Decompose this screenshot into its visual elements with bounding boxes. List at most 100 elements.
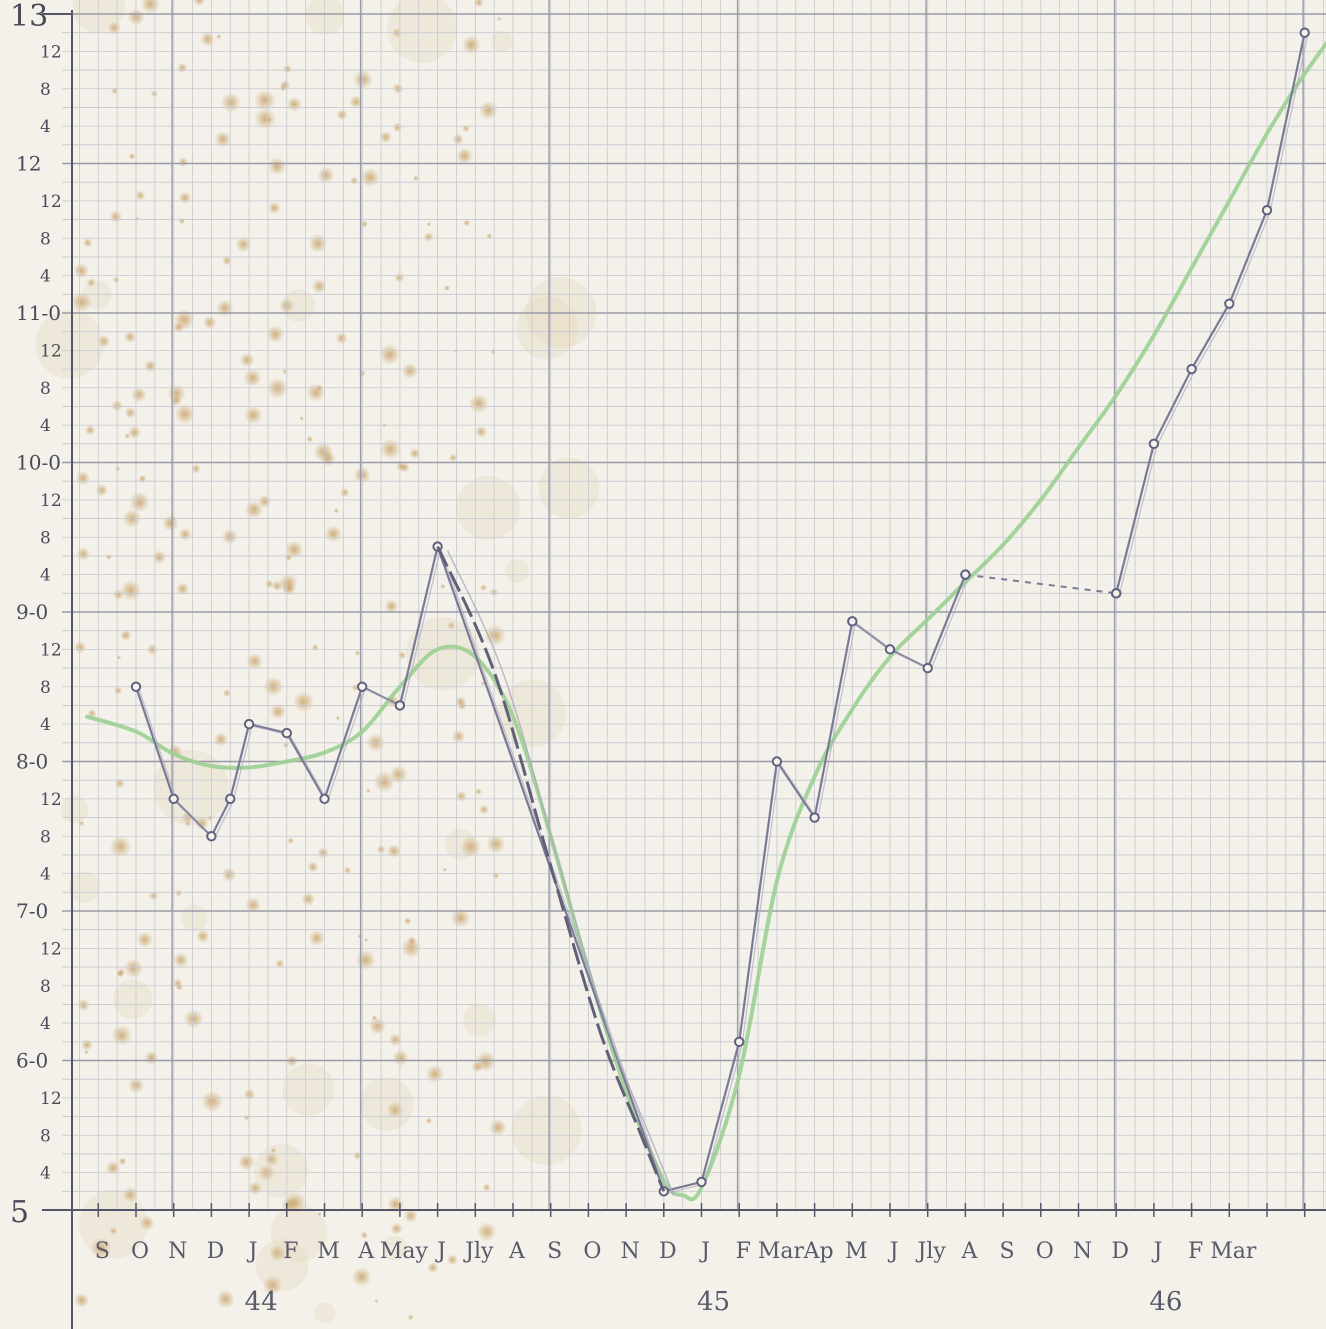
stain-blot [82, 280, 112, 310]
stain-spot [307, 861, 319, 873]
stain-spot [336, 109, 348, 121]
x-tick-label-month: A [960, 1239, 978, 1264]
data-point [809, 812, 820, 823]
y-tick-label-major: 6-0 [16, 1049, 48, 1073]
data-point [1148, 438, 1160, 450]
stain-spot [270, 1147, 277, 1154]
stain-spot [221, 867, 237, 882]
data-point [225, 793, 236, 805]
stain-spot [286, 96, 302, 112]
data-point [1224, 298, 1235, 309]
stain-blot [511, 1095, 582, 1166]
stain-spot [75, 470, 91, 486]
stain-spot [486, 233, 493, 240]
stain-spot [82, 238, 93, 248]
x-tick-label-month: D [659, 1239, 677, 1264]
stain-spot [497, 16, 502, 22]
stain-spot [81, 1038, 93, 1051]
stain-spot [193, 0, 206, 7]
stain-spot [311, 278, 327, 294]
stain-blot [255, 1238, 309, 1292]
stain-spot [201, 1090, 224, 1113]
x-label-year: 44 [245, 1287, 278, 1317]
stain-spot [407, 1314, 414, 1321]
stain-spot [268, 201, 281, 215]
stain-spot [486, 834, 506, 854]
stain-blot [538, 457, 600, 519]
stain-spot [138, 474, 147, 484]
stain-spot [460, 836, 482, 858]
stain-spot [105, 1160, 121, 1176]
y-tick-label-minor: 8 [40, 827, 51, 847]
x-tick-label-month: M [317, 1239, 340, 1264]
stain-spot [282, 64, 293, 74]
stain-spot [427, 1262, 439, 1274]
stain-spot [457, 701, 467, 711]
y-tick-label-minor: 12 [40, 640, 62, 660]
stain-blot [387, 0, 457, 64]
data-point [847, 616, 858, 627]
stain-spot [284, 540, 304, 559]
y-tick-label-minor: 12 [40, 491, 62, 511]
stain-spot [97, 334, 111, 348]
y-tick-label-minor: 4 [40, 566, 51, 586]
data-point [319, 793, 330, 805]
stain-spot [308, 929, 326, 947]
x-tick-label-month: J [699, 1239, 710, 1264]
stain-blot [314, 1302, 336, 1324]
stain-spot [73, 641, 87, 654]
stain-spot [216, 34, 222, 40]
x-tick-label-month: F [1188, 1239, 1203, 1264]
x-tick-label-month: Jly [463, 1239, 494, 1264]
stain-spot [476, 1222, 497, 1242]
stain-spot [423, 231, 434, 243]
y-tick-label-minor: 4 [40, 416, 51, 436]
data-point [696, 1176, 707, 1188]
stain-spot [478, 804, 489, 815]
x-tick-label-month: N [168, 1239, 187, 1264]
stain-spot [135, 190, 146, 201]
stain-spot [403, 917, 412, 925]
series-interpolated-shadow [446, 550, 675, 1196]
stain-spot [194, 816, 209, 831]
stain-spot [113, 589, 124, 601]
data-point [357, 681, 368, 692]
stain-spot [390, 1222, 403, 1235]
stain-spot [248, 1181, 263, 1196]
y-tick-label-major: 12 [16, 152, 41, 176]
x-tick-label-month: D [1111, 1239, 1129, 1264]
stain-spot [269, 703, 287, 720]
stain-spot [451, 729, 466, 744]
stain-spot [95, 484, 108, 497]
stain-spot [479, 100, 498, 120]
y-tick-label-minor: 8 [40, 80, 51, 100]
stain-spot [254, 107, 277, 130]
stain-spot [443, 284, 451, 292]
data-point [281, 727, 292, 739]
y-tick-label-major: 13 [10, 0, 48, 34]
stain-spot [462, 219, 471, 227]
axes [50, 10, 1326, 1329]
x-tick-label-month: O [583, 1239, 601, 1264]
x-tick-label-month: J [888, 1239, 899, 1264]
stain-spot [178, 191, 192, 205]
stain-spot [461, 35, 481, 55]
y-tick-label-minor: 12 [40, 42, 62, 62]
stain-spot [244, 500, 264, 519]
y-tick-label-major: 5 [10, 1195, 29, 1230]
stain-spot [360, 167, 381, 188]
stain-spot [349, 95, 363, 109]
y-tick-label-major: 10-0 [16, 451, 61, 475]
x-label-year: 45 [697, 1287, 730, 1317]
y-axis-labels: 5 6-0 7-0 8-0 9-0 10-0 11-0 12 13 4 8 12 4 8 12 4 8 12 4 8 1… [10, 0, 72, 1230]
stain-blot [282, 1063, 335, 1116]
stain-spot [426, 221, 432, 227]
y-tick-label-major: 7-0 [16, 899, 48, 923]
y-tick-label-minor: 4 [40, 865, 51, 885]
x-tick-label-month: Ap [803, 1239, 834, 1264]
stain-blot [254, 1143, 309, 1198]
stain-spot [173, 322, 184, 333]
stain-spot [279, 85, 286, 92]
stain-spot [105, 553, 112, 560]
